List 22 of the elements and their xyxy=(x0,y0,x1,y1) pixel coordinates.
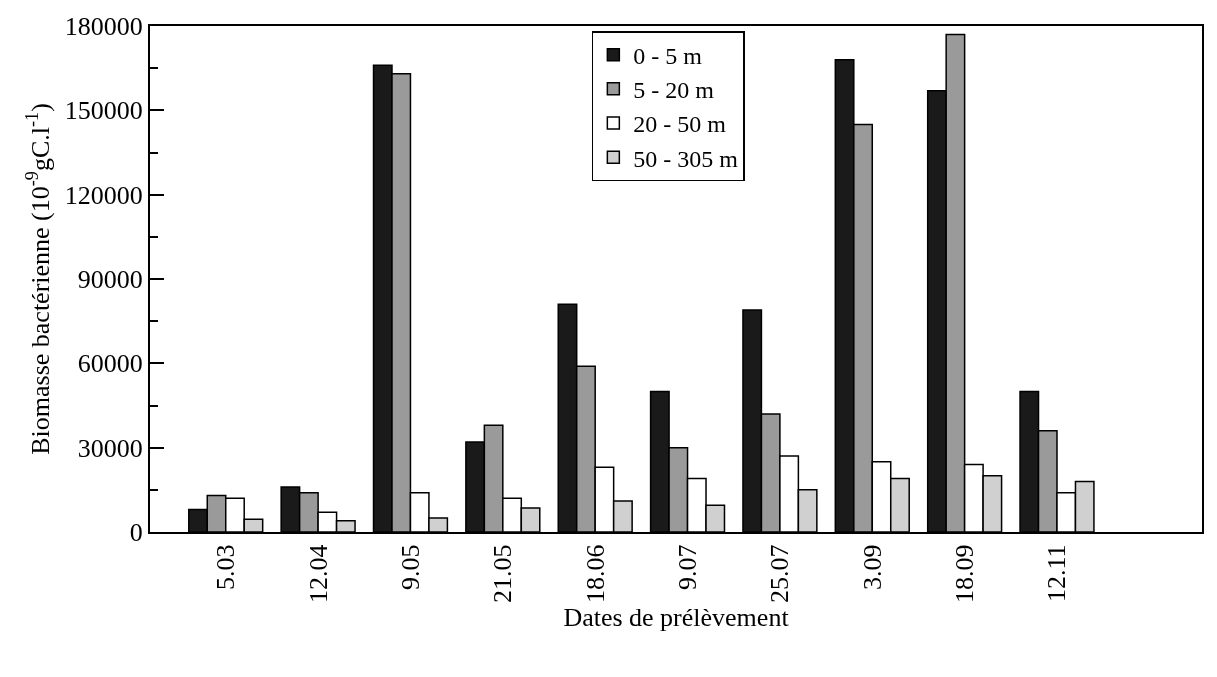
legend-label: 20 - 50 m xyxy=(633,111,727,138)
y-tick-label: 180000 xyxy=(64,12,143,42)
legend-label: 0 - 5 m xyxy=(633,43,703,70)
y-tick-label: 150000 xyxy=(64,96,143,126)
y-tick-label: 120000 xyxy=(64,180,143,210)
x-tick-label: 5.03 xyxy=(211,544,241,590)
x-tick-label: 18.09 xyxy=(950,544,980,603)
x-axis-title: Dates de prélèvement xyxy=(563,602,790,632)
x-tick-label: 12.11 xyxy=(1042,544,1072,602)
y-tick-label: 0 xyxy=(129,518,143,548)
legend-label: 50 - 305 m xyxy=(633,145,739,172)
y-tick-label: 90000 xyxy=(77,265,143,295)
x-tick-label: 12.04 xyxy=(303,544,333,603)
x-tick-label: 9.05 xyxy=(395,544,425,590)
x-tick-label: 25.07 xyxy=(765,544,795,603)
y-tick-label: 30000 xyxy=(77,433,143,463)
x-tick-label: 9.07 xyxy=(673,544,702,590)
x-tick-label: 3.09 xyxy=(857,544,887,590)
legend-label: 5 - 20 m xyxy=(633,77,715,104)
x-tick-label: 18.06 xyxy=(580,544,610,603)
x-tick-label: 21.05 xyxy=(488,544,518,603)
y-tick-label: 60000 xyxy=(77,349,143,379)
